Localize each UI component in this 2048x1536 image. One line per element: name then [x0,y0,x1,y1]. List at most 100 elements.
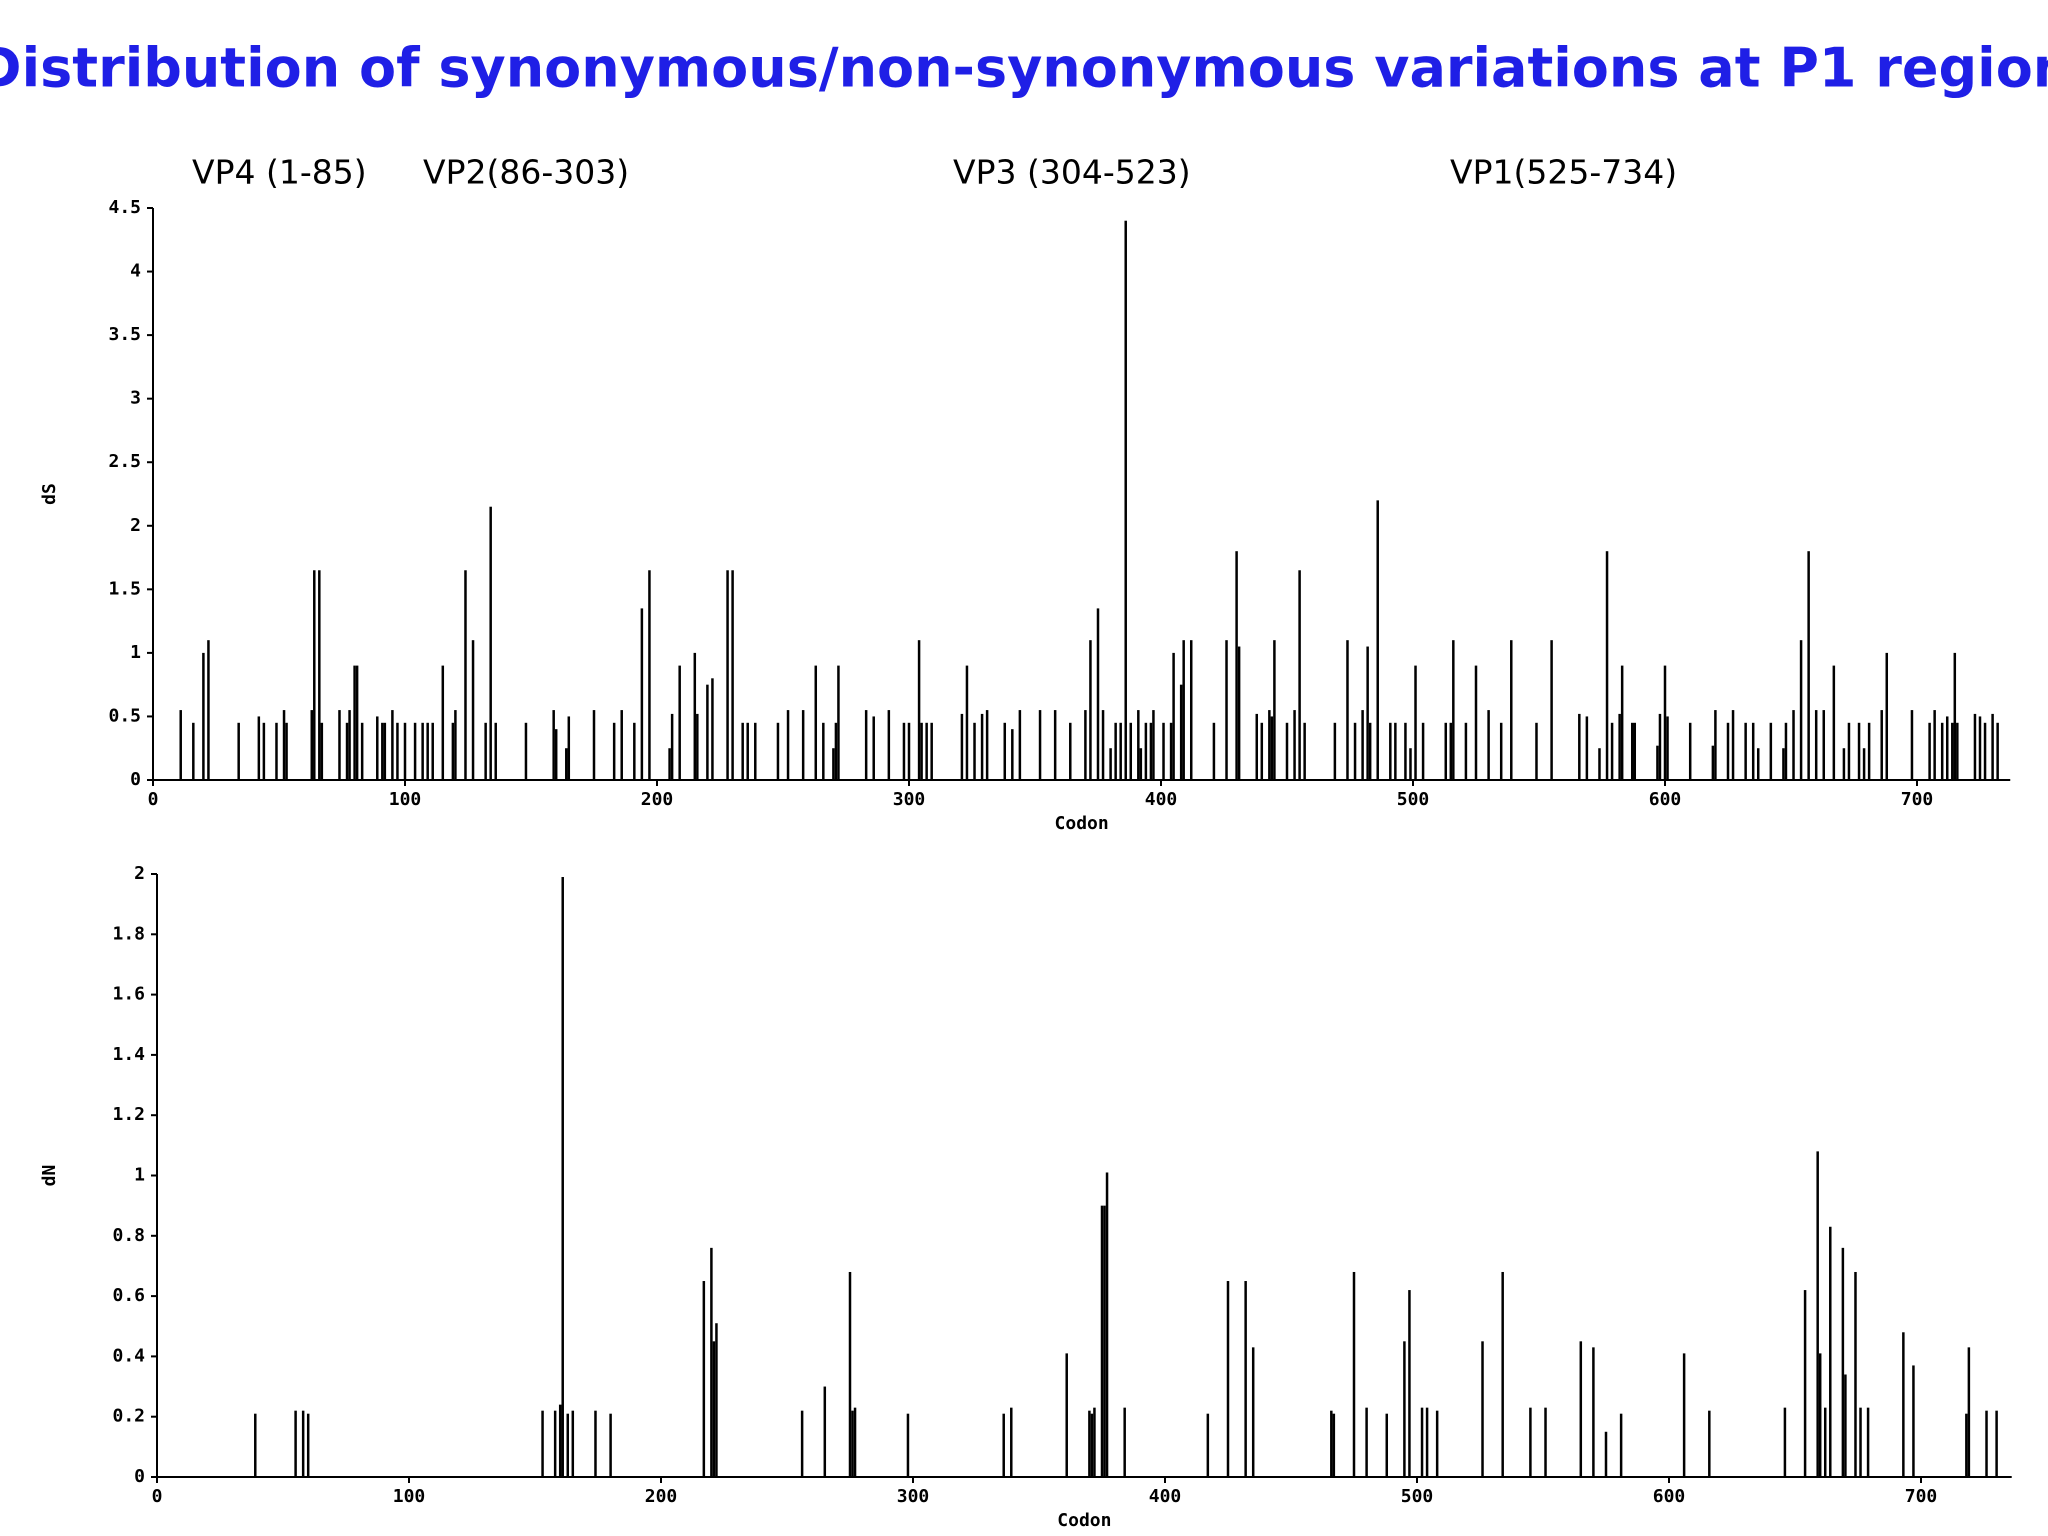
bar [1226,1281,1230,1477]
bar [907,722,911,780]
bar [1100,1205,1104,1477]
bar [1333,722,1337,780]
y-tick-label: 1 [134,1165,145,1186]
bar [1912,1365,1915,1477]
x-tick-label: 100 [393,1486,426,1507]
bar [711,678,714,780]
bar [1978,716,1982,780]
x-tick-label: 0 [152,1486,163,1507]
bar [715,1323,718,1477]
bar [1867,722,1871,780]
bar [1967,1347,1971,1477]
bar [1535,722,1538,780]
bar [1414,665,1417,780]
region-label: VP4 (1-85) [192,153,367,192]
bar [1109,748,1112,780]
bar [1303,722,1306,780]
bar [1902,1332,1905,1477]
bar [1731,710,1735,780]
bar [640,608,644,780]
bar [1053,710,1057,780]
y-axis-label: dS [39,483,60,505]
bar [1464,722,1468,780]
bar [1598,748,1601,780]
bar [1579,1341,1583,1477]
bar [612,722,616,780]
bar [1090,1413,1094,1477]
bar [383,722,387,780]
bar [1714,710,1717,780]
bar [338,710,341,780]
bar [1823,1407,1827,1477]
bar [360,722,364,780]
bar [1751,722,1755,780]
y-tick-label: 0.8 [112,1225,145,1246]
bar [1688,722,1692,780]
bar [1409,748,1412,780]
bar [1585,716,1589,780]
bar [376,716,379,780]
bar [1604,1431,1608,1477]
bar [776,722,780,780]
y-tick-label: 4 [130,261,141,282]
bar [1123,1407,1126,1477]
bar [561,877,564,1477]
bar [1953,652,1957,780]
bar [1510,640,1513,780]
bar [1093,1407,1096,1477]
bar [391,710,394,780]
y-tick-label: 1.4 [112,1044,145,1065]
bar [1105,1172,1109,1477]
bar [851,1410,854,1477]
bar [1656,745,1659,780]
bar [1330,1410,1333,1477]
bar [1983,722,1987,780]
bar [1149,722,1153,780]
bar [1293,710,1296,780]
bar [1544,1407,1547,1477]
bar [1298,570,1301,780]
bar [1394,722,1397,780]
bar [1885,652,1889,780]
bar [1366,646,1369,780]
bar [1244,1281,1247,1477]
bar [403,722,407,780]
x-tick-label: 400 [1149,1486,1182,1507]
bar [834,722,838,780]
bar [1928,722,1931,780]
bar [853,1407,857,1477]
bar [887,710,891,780]
bar [441,665,445,780]
bar [451,722,455,780]
bar [1910,710,1914,780]
bar [1361,710,1364,780]
bar [179,710,182,780]
bar [1832,665,1836,780]
bar [552,710,555,780]
bar [801,710,805,780]
bar [1933,710,1936,780]
bar [985,710,989,780]
bar [310,710,314,780]
bar [814,665,818,780]
bar [355,665,359,780]
bar [1129,722,1133,780]
bar [1403,1341,1406,1477]
bar [524,722,528,780]
bar [207,640,210,780]
bar [1389,722,1392,780]
bar [1945,716,1949,780]
bar [1425,1407,1429,1477]
bar [696,713,699,780]
y-tick-label: 1.8 [112,923,145,944]
bar [702,1281,706,1477]
bar [454,710,457,780]
bar [1162,722,1165,780]
bar [464,570,467,780]
bar [421,722,424,780]
bar [1550,640,1553,780]
bar [1529,1407,1532,1477]
y-tick-label: 1 [130,642,141,663]
bar [1285,722,1289,780]
